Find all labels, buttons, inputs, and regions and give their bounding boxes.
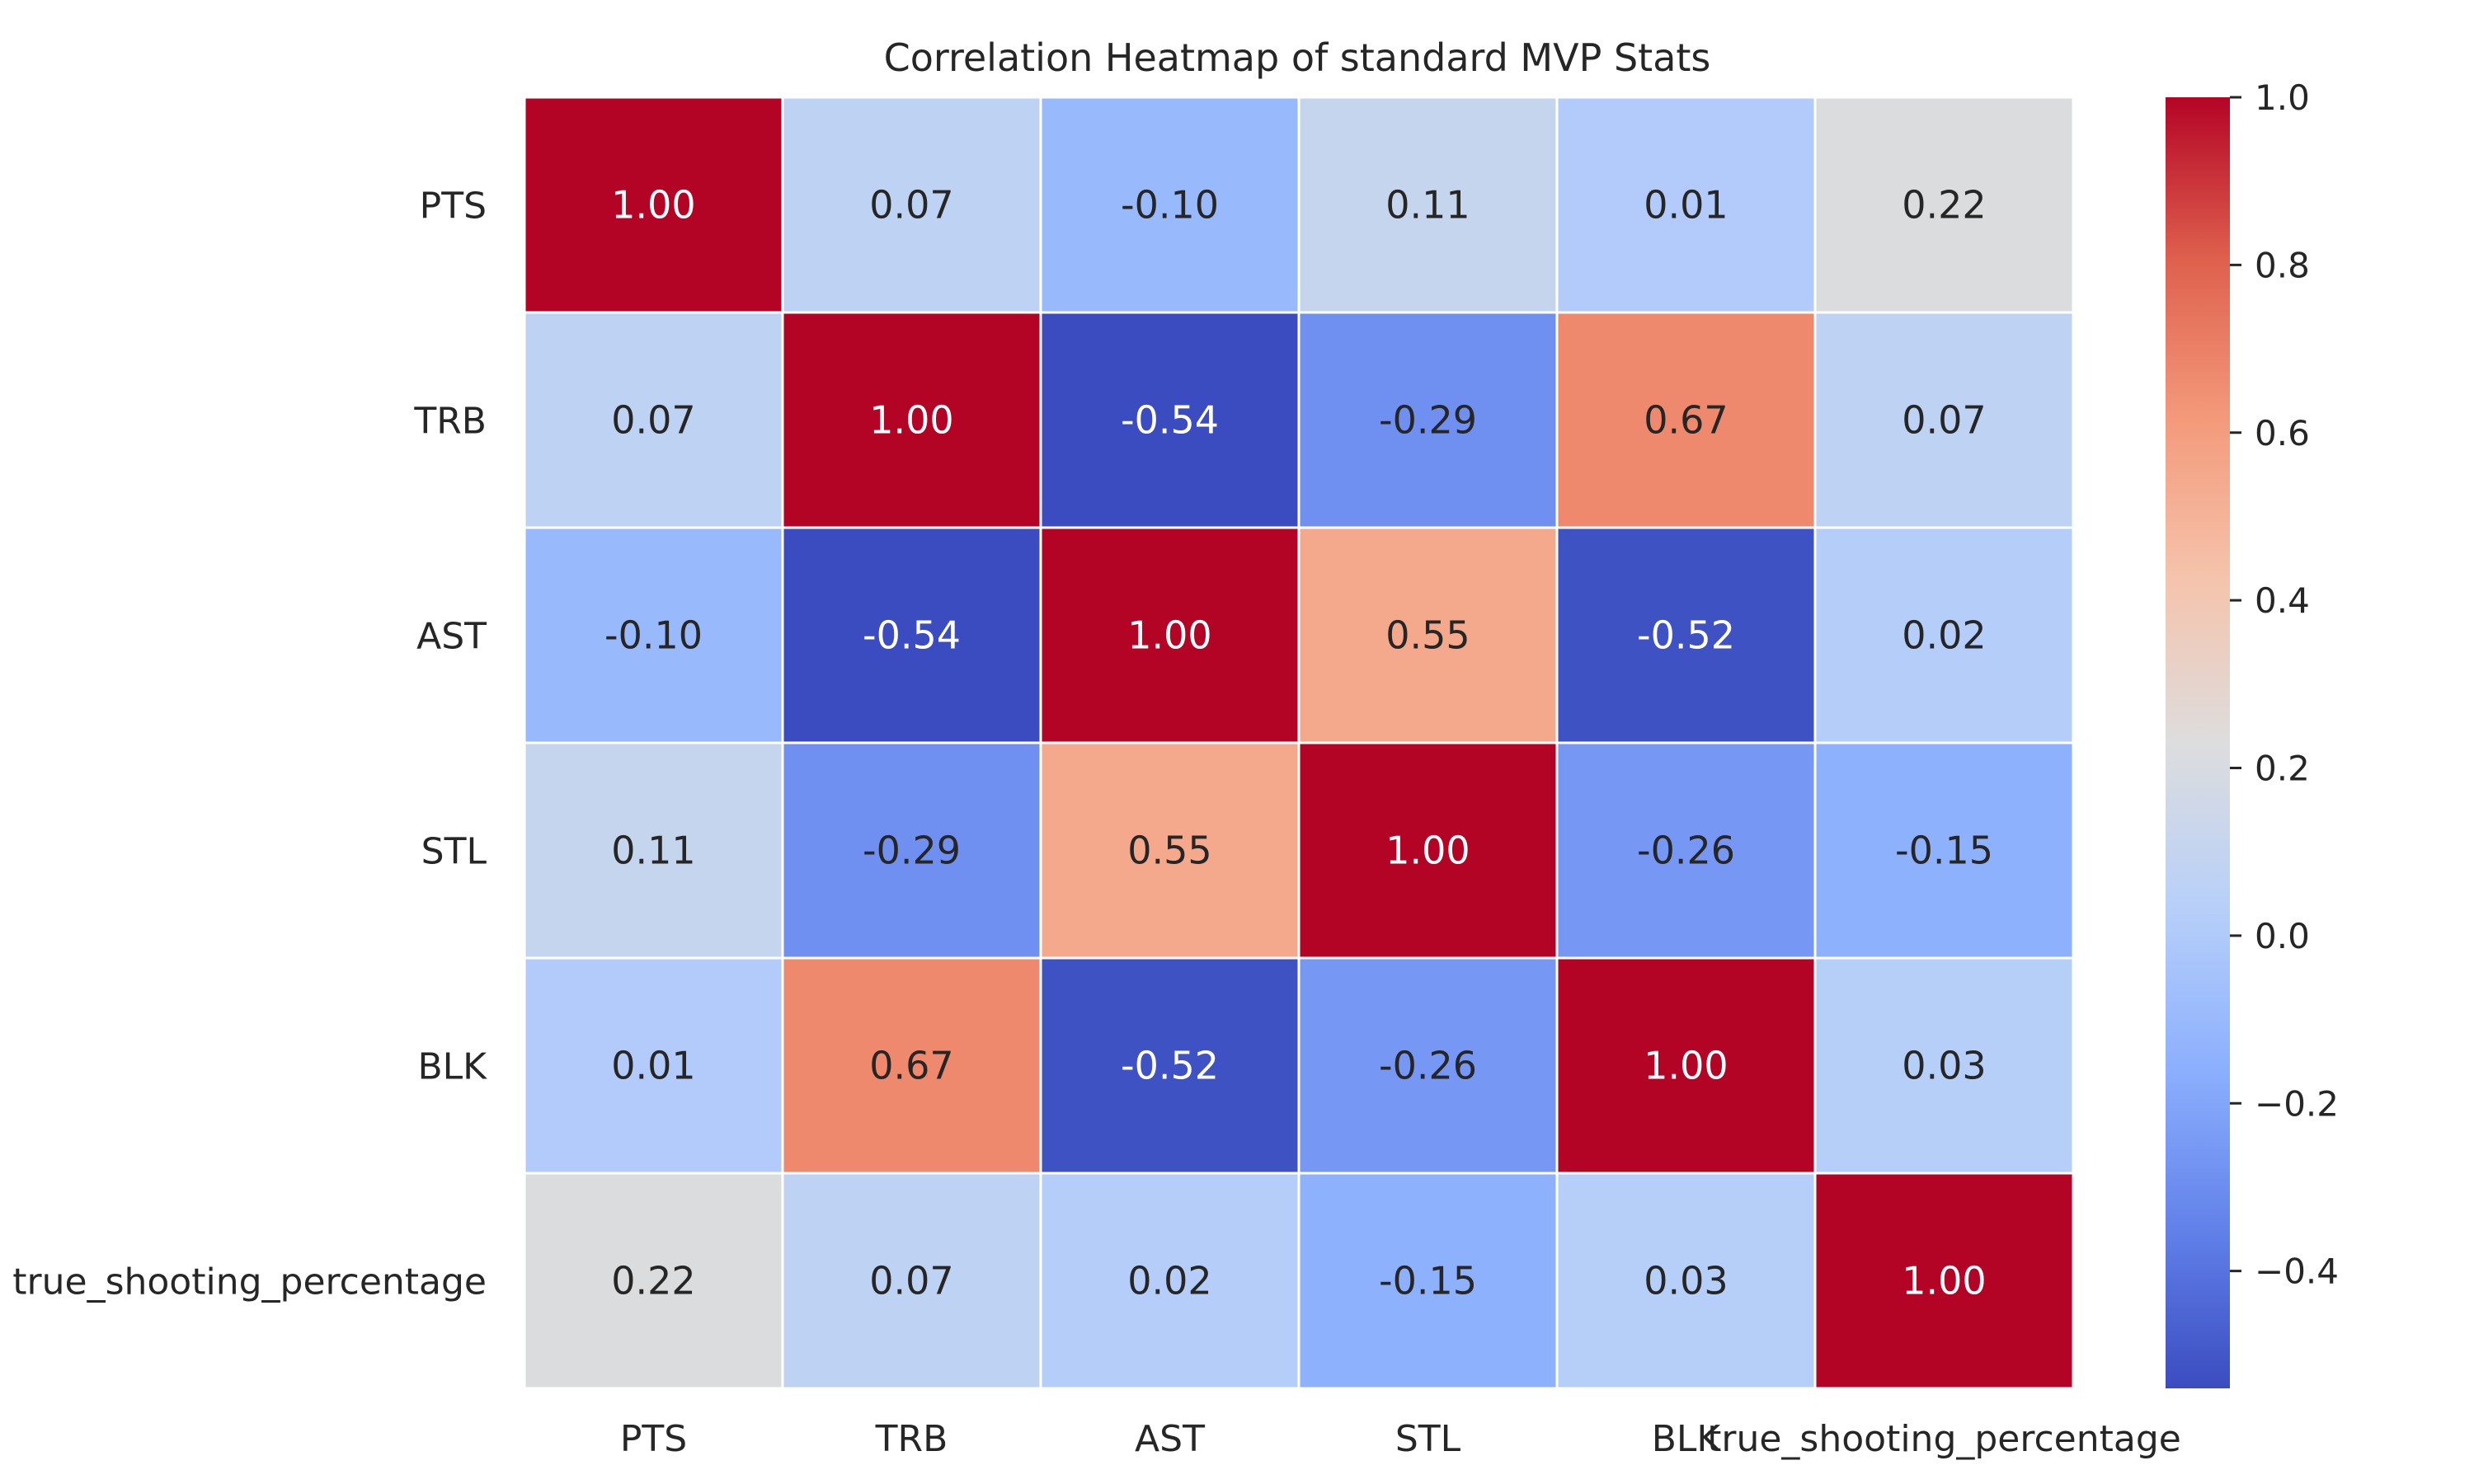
- row-labels: PTS TRB AST STL BLK true_shooting_percentage: [12, 186, 487, 1303]
- heatmap-value-r2-c4: -0.52: [1637, 613, 1735, 658]
- row-label-5: true_shooting_percentage: [12, 1261, 487, 1303]
- heatmap-cell-r4-c3: [1297, 956, 1559, 1175]
- heatmap-cell-r4-c5: [1813, 956, 2075, 1175]
- heatmap-value-r4-c3: -0.26: [1379, 1044, 1477, 1088]
- heatmap-value-r3-c1: -0.29: [863, 829, 961, 873]
- heatmap-cell-r4-c0: [523, 956, 784, 1175]
- heatmap-value-r5-c5: 1.00: [1902, 1259, 1986, 1303]
- heatmap-cell-r0-c1: [781, 96, 1042, 314]
- colorbar-tick-label-1: 0.8: [2255, 245, 2310, 285]
- heatmap-value-r1-c5: 0.07: [1902, 398, 1986, 443]
- heatmap-value-r5-c0: 0.22: [611, 1259, 695, 1303]
- heatmap-cell-r5-c5: [1813, 1172, 2075, 1390]
- colorbar: 1.0 0.8 0.6 0.4 0.2 0.0 −0.2 −0.4: [2166, 77, 2339, 1388]
- heatmap-cell-r0-c0: [523, 96, 784, 314]
- heatmap-value-r3-c0: 0.11: [611, 829, 695, 873]
- heatmap-value-r2-c5: 0.02: [1902, 613, 1986, 658]
- heatmap-value-r3-c2: 0.55: [1127, 829, 1211, 873]
- heatmap-cell-r0-c2: [1039, 96, 1300, 314]
- heatmap-cell-r5-c4: [1555, 1172, 1817, 1390]
- heatmap-value-r0-c3: 0.11: [1385, 183, 1470, 228]
- heatmap-value-r1-c2: -0.54: [1121, 398, 1219, 443]
- column-label-3: STL: [1395, 1418, 1461, 1460]
- heatmap-value-r2-c1: -0.54: [863, 613, 961, 658]
- heatmap-cell-r2-c4: [1555, 526, 1817, 744]
- heatmap-value-r0-c2: -0.10: [1121, 183, 1219, 228]
- colorbar-tick-label-7: −0.4: [2255, 1252, 2339, 1292]
- heatmap-cell-r1-c5: [1813, 311, 2075, 529]
- chart-title: Correlation Heatmap of standard MVP Stat…: [884, 35, 1711, 80]
- heatmap-cell-r1-c3: [1297, 311, 1559, 529]
- heatmap-value-r1-c4: 0.67: [1644, 398, 1728, 443]
- row-label-2: AST: [416, 616, 487, 658]
- heatmap-cell-r3-c0: [523, 741, 784, 960]
- colorbar-tick-label-0: 1.0: [2255, 77, 2310, 118]
- column-label-4: BLK: [1652, 1418, 1722, 1460]
- heatmap-value-r3-c3: 1.00: [1385, 829, 1470, 873]
- heatmap-value-r3-c5: -0.15: [1895, 829, 1993, 873]
- heatmap-value-r1-c1: 1.00: [869, 398, 953, 443]
- colorbar-tick-label-5: 0.0: [2255, 916, 2310, 956]
- heatmap-value-r4-c2: -0.52: [1121, 1044, 1219, 1088]
- colorbar-tick-label-3: 0.4: [2255, 580, 2310, 621]
- heatmap-cell-r3-c1: [781, 741, 1042, 960]
- heatmap-value-r5-c2: 0.02: [1127, 1259, 1211, 1303]
- colorbar-gradient: [2166, 97, 2230, 1388]
- heatmap-cell-r5-c0: [523, 1172, 784, 1390]
- heatmap-cells: 1.00 0.07 -0.10 0.11 0.01 0.22 0.07 1.00 -0.54 -0…: [523, 96, 2075, 1390]
- column-label-1: TRB: [875, 1418, 948, 1460]
- heatmap-value-r0-c5: 0.22: [1902, 183, 1986, 228]
- heatmap-cell-r1-c1: [781, 311, 1042, 529]
- column-label-5: true_shooting_percentage: [1707, 1418, 2181, 1460]
- column-label-0: PTS: [620, 1418, 687, 1460]
- heatmap-cell-r4-c2: [1039, 956, 1300, 1175]
- heatmap-cell-r2-c3: [1297, 526, 1559, 744]
- heatmap-cell-r4-c4: [1555, 956, 1817, 1175]
- heatmap-cell-r3-c4: [1555, 741, 1817, 960]
- heatmap-cell-r3-c5: [1813, 741, 2075, 960]
- row-label-3: STL: [421, 831, 487, 873]
- row-label-0: PTS: [420, 186, 487, 228]
- heatmap-value-r2-c2: 1.00: [1127, 613, 1211, 658]
- heatmap-value-r0-c4: 0.01: [1644, 183, 1728, 228]
- heatmap-cell-r5-c3: [1297, 1172, 1559, 1390]
- heatmap-cell-r3-c2: [1039, 741, 1300, 960]
- heatmap-value-r1-c0: 0.07: [611, 398, 695, 443]
- heatmap-value-r5-c4: 0.03: [1644, 1259, 1728, 1303]
- heatmap-cell-r3-c3: [1297, 741, 1559, 960]
- heatmap-value-r2-c0: -0.10: [604, 613, 703, 658]
- heatmap-value-r1-c3: -0.29: [1379, 398, 1477, 443]
- heatmap-value-r5-c3: -0.15: [1379, 1259, 1477, 1303]
- colorbar-tick-label-2: 0.6: [2255, 413, 2310, 453]
- heatmap-value-r4-c1: 0.67: [869, 1044, 953, 1088]
- heatmap-cell-r0-c4: [1555, 96, 1817, 314]
- colorbar-tick-label-6: −0.2: [2255, 1083, 2339, 1124]
- heatmap-cell-r2-c2: [1039, 526, 1300, 744]
- heatmap-value-r4-c4: 1.00: [1644, 1044, 1728, 1088]
- heatmap-value-r3-c4: -0.26: [1637, 829, 1735, 873]
- heatmap-cell-r0-c3: [1297, 96, 1559, 314]
- column-label-2: AST: [1135, 1418, 1205, 1460]
- row-label-4: BLK: [417, 1046, 487, 1088]
- heatmap-cell-r2-c1: [781, 526, 1042, 744]
- row-label-1: TRB: [413, 401, 487, 443]
- heatmap-cell-r2-c0: [523, 526, 784, 744]
- heatmap-value-r4-c5: 0.03: [1902, 1044, 1986, 1088]
- heatmap-value-r0-c0: 1.00: [611, 183, 695, 228]
- heatmap-value-r5-c1: 0.07: [869, 1259, 953, 1303]
- heatmap-value-r0-c1: 0.07: [869, 183, 953, 228]
- heatmap-value-r4-c0: 0.01: [611, 1044, 695, 1088]
- heatmap-cell-r0-c5: [1813, 96, 2075, 314]
- heatmap-value-r2-c3: 0.55: [1385, 613, 1470, 658]
- heatmap-cell-r2-c5: [1813, 526, 2075, 744]
- colorbar-tick-label-4: 0.2: [2255, 749, 2310, 789]
